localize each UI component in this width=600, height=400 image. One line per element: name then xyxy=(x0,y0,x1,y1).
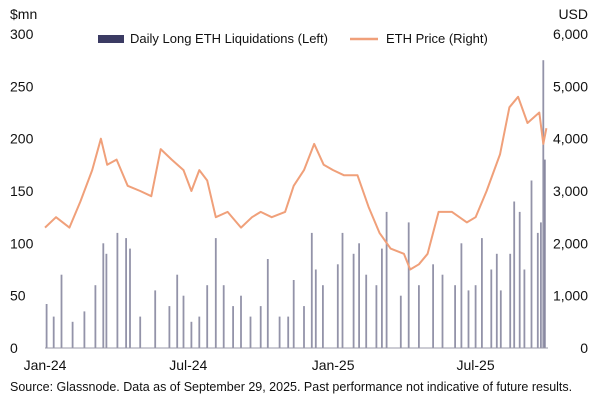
right-tick-label: 3,000 xyxy=(553,183,588,199)
liquidation-bar xyxy=(45,304,48,348)
left-tick-label: 100 xyxy=(10,235,34,251)
liquidation-bar xyxy=(460,243,463,348)
x-axis-ticks: Jan-24 Jul-24 Jan-25 Jul-25 xyxy=(24,357,495,373)
left-axis-ticks: 0 50 100 150 200 250 300 xyxy=(10,26,34,356)
right-axis-unit: USD xyxy=(558,6,588,22)
legend-bars-swatch xyxy=(98,35,124,43)
right-tick-label: 2,000 xyxy=(553,235,588,251)
liquidation-bar xyxy=(266,259,269,348)
liquidation-bar xyxy=(536,232,539,348)
liquidation-bar xyxy=(278,316,281,348)
left-tick-label: 200 xyxy=(10,131,34,147)
liquidation-bar xyxy=(454,285,456,348)
liquidation-bar xyxy=(385,211,388,348)
right-tick-label: 6,000 xyxy=(553,26,588,42)
liquidation-bar xyxy=(71,321,74,348)
liquidation-bar xyxy=(418,285,420,348)
liquidation-bar xyxy=(474,285,477,348)
liquidation-bar xyxy=(499,290,502,348)
liquidation-bar xyxy=(322,285,324,348)
liquidation-bar xyxy=(125,238,127,348)
liquidation-bar xyxy=(182,295,185,348)
liquidation-bar xyxy=(102,243,105,348)
liquidation-bar xyxy=(399,295,402,348)
liquidation-bar xyxy=(168,306,171,348)
liquidation-bar xyxy=(139,316,142,348)
x-tick-label: Jan-25 xyxy=(312,357,355,373)
liquidation-bar xyxy=(481,238,483,348)
liquidation-bar xyxy=(52,316,55,348)
liquidation-bar xyxy=(495,253,498,348)
liquidation-bar xyxy=(249,316,252,348)
liquidation-bar xyxy=(190,321,193,348)
liquidation-bar xyxy=(518,211,521,348)
liquidation-bar xyxy=(214,238,217,348)
liquidation-bar xyxy=(105,253,108,348)
left-axis-unit: $mn xyxy=(10,6,37,22)
liquidation-bar xyxy=(303,306,305,348)
liquidation-bar xyxy=(310,232,313,348)
liquidation-bar xyxy=(542,60,545,348)
liquidation-bar xyxy=(240,295,242,348)
legend: Daily Long ETH Liquidations (Left) ETH P… xyxy=(98,31,488,46)
liquidation-bar xyxy=(287,316,290,348)
x-tick-label: Jul-24 xyxy=(169,357,207,373)
x-tick-label: Jul-25 xyxy=(457,357,495,373)
eth-price-line xyxy=(44,95,548,271)
right-tick-label: 4,000 xyxy=(553,131,588,147)
liquidation-bar xyxy=(467,290,470,348)
liquidation-bar xyxy=(129,248,131,348)
liquidation-bar xyxy=(490,269,493,348)
legend-line-label: ETH Price (Right) xyxy=(386,31,488,46)
right-tick-label: 0 xyxy=(580,340,588,356)
liquidation-bar xyxy=(341,232,344,348)
right-tick-label: 1,000 xyxy=(553,288,588,304)
liquidation-bar xyxy=(176,274,179,348)
source-note: Source: Glassnode. Data as of September … xyxy=(10,380,573,394)
liquidation-bar xyxy=(375,285,378,348)
liquidation-bar xyxy=(292,280,295,348)
liquidation-bar xyxy=(336,264,339,348)
left-tick-label: 50 xyxy=(10,288,26,304)
liquidation-bar xyxy=(513,201,516,348)
liquidation-bar xyxy=(259,306,262,348)
liquidation-bar xyxy=(432,264,434,348)
left-tick-label: 0 xyxy=(10,340,18,356)
left-tick-label: 300 xyxy=(10,26,34,42)
liquidation-bar xyxy=(540,222,542,348)
liquidation-bar xyxy=(60,274,63,348)
liquidation-bar xyxy=(314,269,317,348)
left-tick-label: 150 xyxy=(10,183,34,199)
legend-bars-label: Daily Long ETH Liquidations (Left) xyxy=(130,31,328,46)
liquidation-bar xyxy=(509,253,512,348)
liquidation-bar xyxy=(116,232,119,348)
liquidation-bar xyxy=(441,274,444,348)
x-tick-label: Jan-24 xyxy=(24,357,67,373)
liquidation-bar xyxy=(94,285,97,348)
liquidation-bar xyxy=(381,248,383,348)
liquidation-bar xyxy=(154,290,157,348)
liquidation-bar xyxy=(83,311,86,348)
liquidation-bar xyxy=(523,269,526,348)
liquidation-bar xyxy=(530,180,533,348)
right-axis-ticks: 0 1,000 2,000 3,000 4,000 5,000 6,000 xyxy=(553,26,588,356)
liquidation-bar xyxy=(206,285,209,348)
liquidation-bar xyxy=(365,274,368,348)
liquidation-bars xyxy=(45,60,546,348)
left-tick-label: 250 xyxy=(10,78,34,94)
liquidation-bar xyxy=(544,159,546,348)
liquidation-bar xyxy=(352,253,355,348)
right-tick-label: 5,000 xyxy=(553,78,588,94)
liquidation-bar xyxy=(198,316,201,348)
liquidation-bar xyxy=(358,243,360,348)
liquidation-bar xyxy=(407,222,410,348)
liquidation-bar xyxy=(222,285,225,348)
liquidation-bar xyxy=(232,306,234,348)
